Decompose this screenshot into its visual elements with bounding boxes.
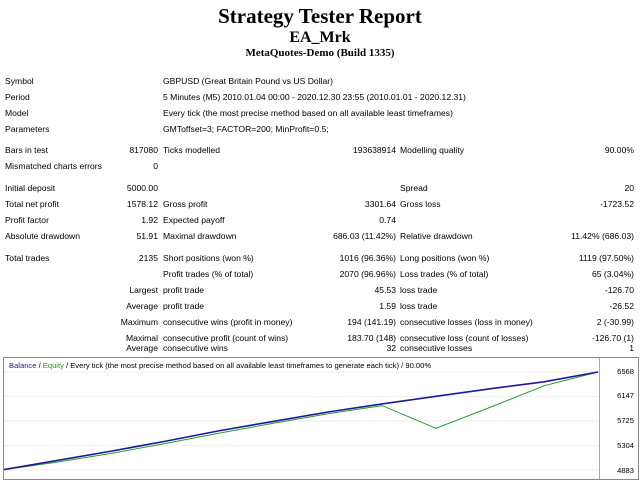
maxdd-value: 686.03 (11.42%) xyxy=(333,231,396,241)
long-label: Long positions (won %) xyxy=(400,253,490,263)
mismatch-label: Mismatched charts errors xyxy=(5,161,102,171)
absdd-value: 51.91 xyxy=(136,231,158,241)
ticks-value: 193638914 xyxy=(352,145,396,155)
deposit-label: Initial deposit xyxy=(5,183,56,193)
symbol-label: Symbol xyxy=(5,76,34,86)
largest-profit-value: 45.53 xyxy=(374,285,396,295)
max-losses-label: consecutive losses (loss in money) xyxy=(400,317,533,327)
largest-loss-value: -126.70 xyxy=(604,285,634,295)
maximal-profit-label: consecutive profit (count of wins) xyxy=(163,333,289,343)
legend-equity: Equity xyxy=(42,361,64,370)
losstrades-label: Loss trades (% of total) xyxy=(400,269,489,279)
profittrades-label: Profit trades (% of total) xyxy=(163,269,254,279)
equity-line xyxy=(4,371,599,471)
totaltrades-label: Total trades xyxy=(5,253,50,263)
avg-wins-label: consecutive wins xyxy=(163,343,228,353)
avg-losses-value: 1 xyxy=(629,343,634,353)
ticks-label: Ticks modelled xyxy=(163,145,220,155)
period-value: 5 Minutes (M5) 2010.01.04 00:00 - 2020.1… xyxy=(163,92,466,102)
maximal-label: Maximal xyxy=(126,333,158,343)
profitfactor-value: 1.92 xyxy=(141,215,158,225)
average-profit-value: 1.59 xyxy=(379,301,396,311)
largest-loss-label: loss trade xyxy=(400,285,438,295)
max-wins-value: 194 (141.19) xyxy=(347,317,396,327)
spread-value: 20 xyxy=(624,183,634,193)
long-value: 1119 (97.50%) xyxy=(578,253,634,263)
average-label: Average xyxy=(126,301,158,311)
report-title: Strategy Tester Report xyxy=(218,4,422,28)
average-loss-value: -26.52 xyxy=(609,301,634,311)
spread-label: Spread xyxy=(400,183,428,193)
legend-sep: / xyxy=(36,361,43,370)
max-wins-label: consecutive wins (profit in money) xyxy=(163,317,293,327)
reldd-label: Relative drawdown xyxy=(400,231,473,241)
parameters-label: Parameters xyxy=(5,124,50,134)
balance-line xyxy=(4,371,599,471)
grossprofit-label: Gross profit xyxy=(163,199,208,209)
y-axis: 6568 6147 5725 5304 4883 xyxy=(599,358,638,479)
short-label: Short positions (won %) xyxy=(163,253,254,263)
profittrades-value: 2070 (96.96%) xyxy=(339,269,396,279)
avg-losses-label: consecutive losses xyxy=(400,343,473,353)
absdd-label: Absolute drawdown xyxy=(5,231,81,241)
average-loss-label: loss trade xyxy=(400,301,438,311)
y-tick-label: 6147 xyxy=(617,391,634,400)
bars-value: 817080 xyxy=(129,145,158,155)
maximum-label: Maximum xyxy=(120,317,158,327)
chart-plot xyxy=(4,371,600,471)
avg-wins-value: 32 xyxy=(386,343,396,353)
payoff-label: Expected payoff xyxy=(163,215,225,225)
reldd-value: 11.42% (686.03) xyxy=(571,231,634,241)
deposit-value: 5000.00 xyxy=(126,183,158,193)
losstrades-value: 65 (3.04%) xyxy=(591,269,634,279)
max-losses-value: 2 (-30.99) xyxy=(596,317,634,327)
payoff-value: 0.74 xyxy=(379,215,396,225)
mismatch-value: 0 xyxy=(153,161,158,171)
totaltrades-value: 2135 xyxy=(138,253,158,263)
period-label: Period xyxy=(5,92,30,102)
grossprofit-value: 3301.64 xyxy=(364,199,396,209)
y-tick-label: 4883 xyxy=(617,466,634,475)
average-profit-label: profit trade xyxy=(163,301,205,311)
legend-balance: Balance xyxy=(9,361,37,370)
maximal-loss-value: -126.70 (1) xyxy=(591,333,634,343)
maxdd-label: Maximal drawdown xyxy=(163,231,237,241)
grossloss-value: -1723.52 xyxy=(600,199,634,209)
bars-label: Bars in test xyxy=(5,145,48,155)
maximal-loss-label: consecutive loss (count of losses) xyxy=(400,333,529,343)
short-value: 1016 (96.36%) xyxy=(339,253,396,263)
parameters-value: GMToffset=3; FACTOR=200; MinProfit=0.5; xyxy=(163,124,329,134)
quality-label: Modelling quality xyxy=(400,145,465,155)
legend-description: / Every tick (the most precise method ba… xyxy=(63,361,432,370)
y-tick-label: 6568 xyxy=(617,367,634,376)
grossloss-label: Gross loss xyxy=(400,199,441,209)
model-label: Model xyxy=(5,108,29,118)
netprofit-label: Total net profit xyxy=(5,199,59,209)
quality-value: 90.00% xyxy=(604,145,634,155)
profitfactor-label: Profit factor xyxy=(5,215,49,225)
largest-profit-label: profit trade xyxy=(163,285,205,295)
terminal-build: MetaQuotes-Demo (Build 1335) xyxy=(245,47,395,59)
y-tick-label: 5304 xyxy=(617,441,634,450)
model-value: Every tick (the most precise method base… xyxy=(163,108,453,118)
netprofit-value: 1578.12 xyxy=(126,199,158,209)
largest-label: Largest xyxy=(129,285,158,295)
y-tick-label: 5725 xyxy=(617,416,634,425)
ea-name: EA_Mrk xyxy=(289,29,351,46)
maximal-profit-value: 183.70 (148) xyxy=(347,333,396,343)
balance-equity-chart: Balance / Equity / Every tick (the most … xyxy=(3,357,639,480)
avg-consecutive-label: Average xyxy=(126,343,158,353)
symbol-value: GBPUSD (Great Britain Pound vs US Dollar… xyxy=(163,76,334,86)
chart-legend: Balance / Equity / Every tick (the most … xyxy=(9,361,431,370)
